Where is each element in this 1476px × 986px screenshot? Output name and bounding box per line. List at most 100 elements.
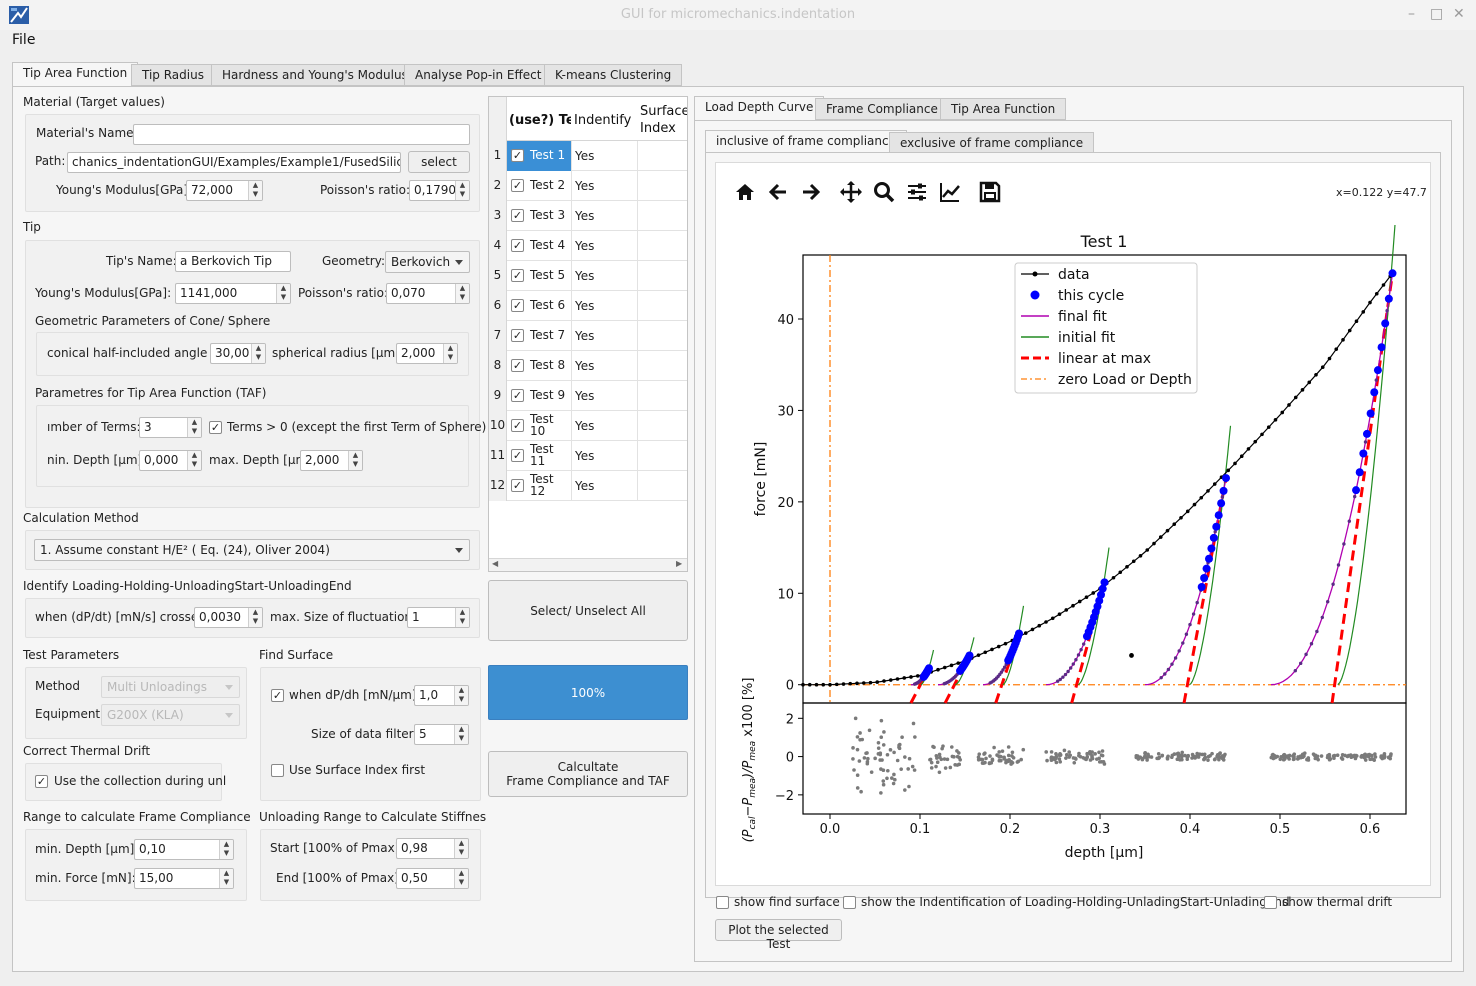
tab-hardness-modulus[interactable]: Hardness and Young's Modulus (211, 64, 419, 86)
home-icon[interactable] (733, 180, 757, 204)
table-scrollbar[interactable]: ◀ ▶ (489, 558, 687, 571)
test-cell[interactable]: ✓ Test 9 (507, 381, 572, 411)
show-identification-checkbox[interactable] (843, 896, 856, 909)
tab-tip-area-function[interactable]: Tip Area Function (12, 62, 139, 87)
unloading-start-input[interactable]: 0,98 ▲ ▼ (396, 838, 469, 859)
pan-icon[interactable] (839, 180, 863, 204)
use-test-checkbox[interactable]: ✓ (511, 299, 524, 312)
dpdh-checkbox[interactable]: ✓ (271, 689, 284, 702)
material-name-input[interactable] (133, 124, 470, 145)
radius-input[interactable]: 2,000 ▲ ▼ (396, 343, 458, 364)
back-arrow-icon[interactable] (766, 180, 790, 204)
use-test-checkbox[interactable]: ✓ (511, 149, 524, 162)
maximize-icon[interactable]: □ (1430, 6, 1444, 22)
tab-frame-compliance[interactable]: Frame Compliance (815, 98, 949, 120)
tab-tip-radius[interactable]: Tip Radius (131, 64, 215, 86)
scroll-left-icon[interactable]: ◀ (492, 559, 499, 568)
subtab-exclusive[interactable]: exclusive of frame compliance (889, 132, 1095, 154)
table-row[interactable]: 2 ✓ Test 2 Yes (489, 171, 687, 201)
show-thermal-drift-checkbox[interactable] (1264, 896, 1277, 909)
spin-arrows-icon[interactable]: ▲ ▼ (455, 608, 469, 627)
use-test-checkbox[interactable]: ✓ (511, 269, 524, 282)
table-row[interactable]: 12 ✓ Test 12 Yes (489, 471, 687, 501)
material-poisson-input[interactable]: 0,1790 ▲ ▼ (409, 180, 470, 201)
thermal-checkbox[interactable]: ✓ (35, 775, 48, 788)
method-select[interactable]: Multi Unloadings (101, 676, 240, 698)
use-test-checkbox[interactable]: ✓ (511, 479, 524, 492)
path-input[interactable]: chanics_indentationGUI/Examples/Example1… (67, 152, 401, 173)
table-row[interactable]: 8 ✓ Test 8 Yes (489, 351, 687, 381)
tip-name-input[interactable]: a Berkovich Tip (175, 251, 291, 272)
header-identify[interactable]: Indentify (574, 113, 632, 128)
test-cell[interactable]: ✓ Test 5 (507, 261, 572, 291)
spin-arrows-icon[interactable]: ▲ ▼ (443, 344, 457, 363)
tab-kmeans[interactable]: K-means Clustering (544, 64, 683, 86)
spin-arrows-icon[interactable]: ▲ ▼ (248, 181, 262, 200)
header-surface-index[interactable]: Surface Index (640, 104, 688, 136)
table-row[interactable]: 7 ✓ Test 7 Yes (489, 321, 687, 351)
table-row[interactable]: 3 ✓ Test 3 Yes (489, 201, 687, 231)
zoom-icon[interactable] (872, 180, 896, 204)
filter-input[interactable]: 5 ▲ ▼ (414, 724, 469, 745)
dpdt-input[interactable]: 0,0030 ▲ ▼ (194, 607, 263, 628)
geometry-select[interactable]: Berkovich (385, 251, 470, 273)
edit-axis-icon[interactable] (938, 180, 962, 204)
minimize-icon[interactable]: – (1408, 6, 1415, 22)
table-row[interactable]: 4 ✓ Test 4 Yes (489, 231, 687, 261)
table-row[interactable]: 6 ✓ Test 6 Yes (489, 291, 687, 321)
tab-plot-tip-area-function[interactable]: Tip Area Function (940, 98, 1067, 120)
frame-min-force-input[interactable]: 15,00 ▲ ▼ (134, 868, 234, 889)
table-row[interactable]: 10 ✓ Test 10 Yes (489, 411, 687, 441)
test-cell[interactable]: ✓ Test 4 (507, 231, 572, 261)
spin-arrows-icon[interactable]: ▲ ▼ (348, 451, 362, 470)
use-test-checkbox[interactable]: ✓ (511, 419, 524, 432)
test-cell[interactable]: ✓ Test 2 (507, 171, 572, 201)
spin-arrows-icon[interactable]: ▲ ▼ (219, 869, 233, 888)
fluct-input[interactable]: 1 ▲ ▼ (407, 607, 470, 628)
select-unselect-all-button[interactable]: Select/ Unselect All (488, 580, 688, 641)
spin-arrows-icon[interactable]: ▲ ▼ (187, 418, 201, 437)
scroll-right-icon[interactable]: ▶ (676, 559, 683, 568)
surface-index-checkbox[interactable] (271, 764, 284, 777)
use-test-checkbox[interactable]: ✓ (511, 389, 524, 402)
spin-arrows-icon[interactable]: ▲ ▼ (248, 608, 262, 627)
equipment-select[interactable]: G200X (KLA) (101, 704, 240, 726)
spin-arrows-icon[interactable]: ▲ ▼ (276, 284, 290, 303)
spin-arrows-icon[interactable]: ▲ ▼ (454, 725, 468, 744)
spin-arrows-icon[interactable]: ▲ ▼ (454, 869, 468, 888)
taf-min-depth-input[interactable]: 0,000 ▲ ▼ (139, 450, 202, 471)
material-modulus-input[interactable]: 72,000 ▲ ▼ (186, 180, 263, 201)
table-row[interactable]: 9 ✓ Test 9 Yes (489, 381, 687, 411)
spin-arrows-icon[interactable]: ▲ ▼ (219, 840, 233, 859)
header-use-test[interactable]: (use?) Te (509, 113, 571, 128)
use-test-checkbox[interactable]: ✓ (511, 359, 524, 372)
test-cell[interactable]: ✓ Test 1 (507, 141, 572, 171)
tab-load-depth-curve[interactable]: Load Depth Curve (694, 96, 825, 121)
select-file-button[interactable]: select (408, 151, 470, 173)
use-test-checkbox[interactable]: ✓ (511, 239, 524, 252)
tip-poisson-input[interactable]: 0,070 ▲ ▼ (386, 283, 470, 304)
tab-pop-in[interactable]: Analyse Pop-in Effect (404, 64, 553, 86)
spin-arrows-icon[interactable]: ▲ ▼ (187, 451, 201, 470)
subtab-inclusive[interactable]: inclusive of frame compliance (705, 130, 907, 155)
use-test-checkbox[interactable]: ✓ (511, 329, 524, 342)
configure-icon[interactable] (905, 180, 929, 204)
close-icon[interactable]: ✕ (1453, 6, 1465, 22)
frame-min-depth-input[interactable]: 0,10 ▲ ▼ (134, 839, 234, 860)
table-row[interactable]: 11 ✓ Test 11 Yes (489, 441, 687, 471)
spin-arrows-icon[interactable]: ▲ ▼ (454, 686, 468, 705)
tip-modulus-input[interactable]: 1141,000 ▲ ▼ (175, 283, 291, 304)
angle-input[interactable]: 30,00 ▲ ▼ (210, 343, 266, 364)
calculate-button[interactable]: Calcultate Frame Compliance and TAF (488, 751, 688, 797)
terms-positive-checkbox[interactable]: ✓ (209, 421, 222, 434)
taf-max-depth-input[interactable]: 2,000 ▲ ▼ (300, 450, 363, 471)
spin-arrows-icon[interactable]: ▲ ▼ (251, 344, 265, 363)
spin-arrows-icon[interactable]: ▲ ▼ (454, 839, 468, 858)
dpdh-input[interactable]: 1,0 ▲ ▼ (414, 685, 469, 706)
unloading-end-input[interactable]: 0,50 ▲ ▼ (396, 868, 469, 889)
forward-arrow-icon[interactable] (799, 180, 823, 204)
test-cell[interactable]: ✓ Test 8 (507, 351, 572, 381)
terms-input[interactable]: 3 ▲ ▼ (139, 417, 202, 438)
spin-arrows-icon[interactable]: ▲ ▼ (455, 284, 469, 303)
table-row[interactable]: 1 ✓ Test 1 Yes (489, 141, 687, 171)
